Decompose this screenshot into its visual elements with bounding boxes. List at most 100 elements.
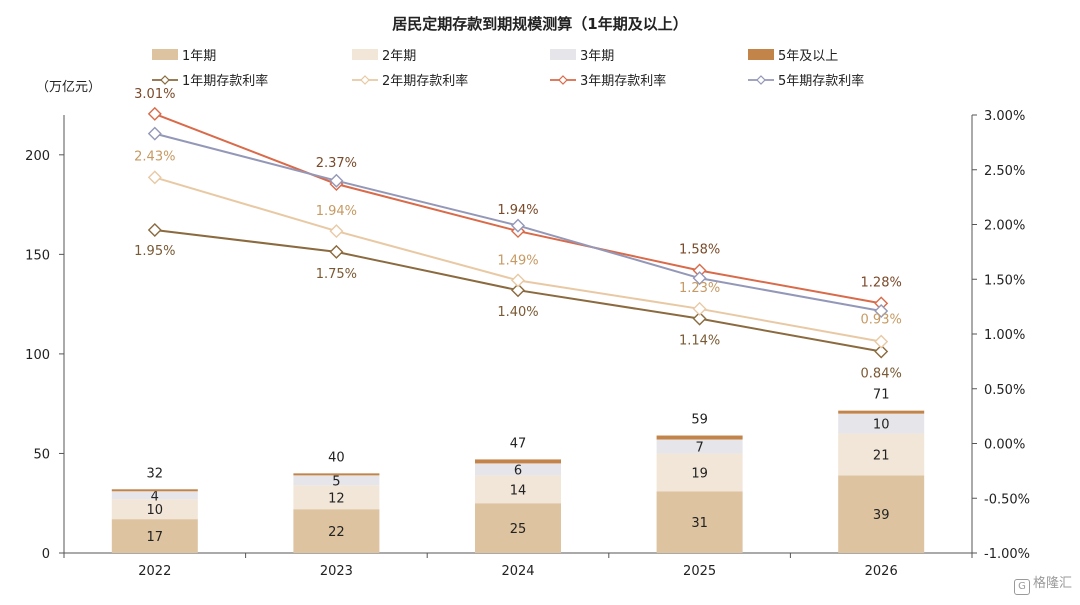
bar-segment-label: 12 [328,491,345,506]
legend-label: 1年期 [182,49,216,64]
line-point-marker [692,311,707,326]
legend-label: 5年及以上 [778,49,838,64]
y-unit-label: （万亿元） [36,80,101,95]
right-tick-label: 2.50% [984,164,1025,179]
line-data-label: 1.49% [497,253,538,268]
line-data-label: 2.43% [134,149,175,164]
left-tick-label: 200 [25,149,50,164]
bar-segment-label: 22 [328,525,345,540]
line-point-marker [329,173,344,188]
bar-segment-label: 7 [695,440,703,455]
left-tick-label: 150 [25,248,50,263]
bar-segment [111,499,198,520]
line-data-label: 0.84% [861,367,902,382]
legend-label: 2年期 [382,49,416,64]
bar-segment-label: 31 [691,516,708,531]
bar-segment [111,519,198,553]
x-tick-label: 2022 [138,564,171,579]
x-tick-label: 2026 [865,564,898,579]
x-tick-label: 2025 [683,564,716,579]
legend-marker [558,75,568,85]
line-point-marker [511,283,525,298]
bar-segment [111,491,198,500]
line-data-label: 1.94% [316,204,357,219]
bar-segment [293,475,380,486]
bar-segment-label: 10 [147,503,164,518]
legend-label: 2年期存款利率 [382,73,468,89]
x-tick-label: 2024 [501,564,534,579]
line-point-marker [147,222,162,237]
watermark-text: 格隆汇 [1032,576,1072,591]
bar-segment [293,473,380,476]
bar-segment [111,489,198,492]
line-point-marker [511,218,525,233]
bar-segment [656,453,743,492]
legend-label: 1年期存款利率 [182,73,268,89]
line-data-label: 1.40% [497,305,538,320]
line-point-marker [147,126,162,141]
legend-label: 3年期存款利率 [580,73,666,89]
line-point-marker [329,244,344,259]
line-point-marker [147,106,162,121]
watermark-logo-icon: G [1013,579,1030,595]
bar-total-label: 32 [147,466,164,481]
bar-segment [838,475,925,553]
line-point-marker [874,304,889,318]
legend-label: 5年期存款利率 [778,73,864,89]
line-data-label: 0.93% [861,313,902,328]
right-tick-label: 1.00% [984,328,1025,343]
line-point-marker [874,334,889,349]
line-data-label: 1.28% [861,275,902,290]
right-tick-label: 0.00% [984,438,1025,453]
line-data-label: 1.58% [679,242,720,257]
legend: 1年期 2年期 3年期 5年及以上 1年期存款利率 2年期存款利率 3年期存款利率 5年期存款… [152,49,864,89]
right-tick-label: 3.00% [984,109,1025,124]
bar-segment-label: 19 [691,466,708,481]
bar-total-label: 71 [873,388,890,403]
watermark: G 格隆汇 [1013,572,1072,595]
bar-segment [475,463,561,476]
bar-segment-label: 5 [332,474,340,489]
line-data-label: 1.14% [679,334,720,349]
line-data-label: 2.37% [316,156,357,171]
rate-lines: 1.95% 1.75% 1.40% 1.14% 0.84% 2.43% 1.94% 1.49%… [134,87,902,382]
bar-segment [293,485,380,510]
line-point-marker [511,273,525,288]
bar-segment [656,435,743,440]
line-data-label: 3.01% [134,87,175,102]
line-point-marker [147,170,162,185]
bar-segment-label: 21 [873,448,890,463]
line-point-marker [874,344,889,359]
left-tick-label: 100 [25,348,50,363]
legend-label: 3年期 [580,49,614,64]
legend-marker [756,75,766,85]
legend-swatch [352,49,378,60]
chart-title: 居民定期存款到期规模测算（1年期及以上） [392,15,687,33]
left-tick-label: 50 [33,447,50,462]
bar-segment-label: 10 [873,418,890,433]
bar-segment-label: 14 [510,483,527,498]
right-tick-label: -1.00% [984,547,1030,562]
bar-total-label: 47 [510,436,527,451]
axes: 0 50 100 150 200 -1.00% -0.50% 0.00% 0.50% 1.00% 1… [25,109,1030,579]
line-data-label: 1.95% [134,244,175,259]
bar-segment-label: 4 [151,489,159,504]
bar-segment [838,410,925,414]
line-point-marker [692,301,707,316]
legend-marker [360,75,370,85]
legend-marker [160,75,170,85]
bar-segment [838,413,925,434]
right-tick-label: 0.50% [984,383,1025,398]
bar-segment [475,503,561,553]
bar-segment-label: 39 [873,508,890,523]
bar-segment [656,439,743,454]
left-tick-label: 0 [42,547,50,562]
bar-segment [293,509,380,553]
line-data-label: 1.75% [316,267,357,282]
line-point-marker [329,224,344,239]
bar-segment [656,491,743,553]
bar-segment-label: 6 [514,463,522,478]
bar-total-label: 40 [328,450,345,465]
